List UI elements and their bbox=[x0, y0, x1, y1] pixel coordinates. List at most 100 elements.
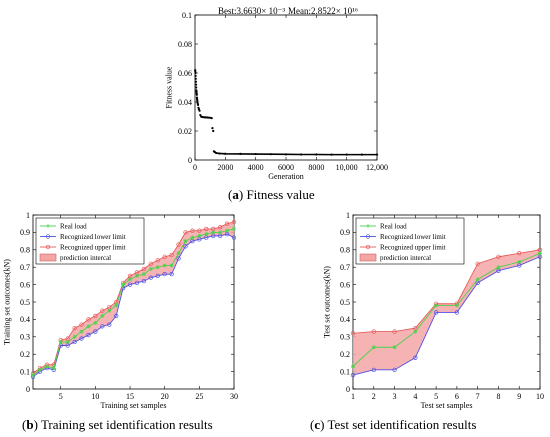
training-real-load-marker bbox=[197, 233, 202, 238]
training-real-load-marker bbox=[114, 303, 119, 308]
training-x-tick-label: 10 bbox=[91, 392, 99, 401]
training-real-load-marker bbox=[183, 239, 188, 244]
training-real-load-marker bbox=[128, 277, 133, 282]
training-real-load-marker bbox=[155, 265, 160, 270]
test-legend-label: Recognized upper limit bbox=[380, 244, 446, 252]
test-recognized-lower-limit-marker bbox=[454, 310, 460, 315]
test-recognized-lower-limit-line bbox=[352, 256, 541, 376]
fitness-x-tick-label: 2000 bbox=[217, 163, 233, 172]
caption-c: (c) Test set identification results bbox=[310, 417, 476, 433]
training-recognized-upper-limit-marker bbox=[155, 258, 160, 263]
test-legend-label: Recognized lower limit bbox=[380, 233, 446, 241]
test-x-tick-label: 4 bbox=[413, 392, 417, 401]
test-legend-band-swatch bbox=[359, 253, 377, 262]
training-y-tick-label: 0.7 bbox=[20, 263, 30, 272]
training-y-tick-label: 0.4 bbox=[20, 315, 30, 324]
test-real-load-marker bbox=[454, 303, 459, 308]
test-recognized-upper-limit-marker bbox=[350, 331, 356, 336]
test-y-tick-label: 1 bbox=[346, 211, 350, 220]
training-real-load-marker bbox=[37, 367, 42, 372]
training-real-load-marker bbox=[79, 329, 84, 334]
training-real-load-marker bbox=[65, 340, 70, 345]
test-y-tick-label: 0.4 bbox=[340, 315, 350, 324]
fitness-title-mean: Mean:2.8522× 10¹⁶ bbox=[288, 6, 358, 16]
training-recognized-upper-limit-marker bbox=[183, 230, 188, 235]
fitness-point bbox=[194, 74, 197, 77]
training-y-tick-label: 0.1 bbox=[20, 367, 30, 376]
training-recognized-upper-limit-marker bbox=[148, 261, 153, 266]
fitness-x-tick-label: 8000 bbox=[308, 163, 324, 172]
test-x-tick-label: 9 bbox=[517, 392, 521, 401]
training-y-tick-label: 0 bbox=[26, 385, 30, 394]
test-real-load-marker bbox=[496, 265, 501, 270]
test-recognized-lower-limit-marker bbox=[350, 372, 356, 378]
fitness-point bbox=[194, 77, 197, 80]
caption-b-label: (b) bbox=[22, 417, 38, 432]
test-recognized-lower-limit-marker bbox=[413, 355, 418, 360]
test-recognized-upper-limit-marker bbox=[392, 329, 397, 334]
training-real-load-marker bbox=[169, 263, 174, 268]
fitness-y-tick-label: 0.04 bbox=[178, 98, 192, 107]
training-real-load-marker bbox=[134, 273, 139, 278]
training-recognized-upper-limit-marker bbox=[204, 226, 209, 232]
training-recognized-upper-limit-marker bbox=[169, 252, 174, 258]
test-recognized-upper-limit-marker bbox=[517, 251, 522, 256]
test-x-tick-label: 5 bbox=[434, 392, 438, 401]
fitness-y-axis-label: Fitness value bbox=[164, 66, 173, 108]
training-real-load-marker bbox=[100, 313, 105, 318]
training-legend-marker bbox=[45, 244, 51, 250]
test-y-tick-label: 0.5 bbox=[340, 298, 350, 307]
training-recognized-lower-limit-line bbox=[32, 233, 235, 378]
training-recognized-lower-limit-marker bbox=[148, 275, 153, 280]
test-x-tick-label: 7 bbox=[476, 392, 480, 401]
training-real-load-marker bbox=[211, 230, 216, 235]
training-recognized-upper-limit-marker bbox=[224, 221, 230, 226]
test-real-load-marker bbox=[475, 277, 480, 282]
training-x-tick-label: 25 bbox=[195, 392, 203, 401]
training-y-tick-label: 0.3 bbox=[20, 333, 30, 342]
training-recognized-upper-limit-marker bbox=[217, 225, 223, 230]
test-legend-label: prediction intercal bbox=[380, 254, 431, 262]
test-real-load-marker bbox=[413, 329, 418, 334]
training-recognized-lower-limit-marker bbox=[114, 313, 119, 319]
test-x-tick-label: 6 bbox=[455, 392, 459, 401]
training-legend-marker bbox=[45, 234, 51, 239]
test-recognized-upper-limit-marker bbox=[496, 254, 501, 259]
training-real-load-marker bbox=[107, 308, 112, 313]
test-x-tick-label: 2 bbox=[372, 392, 376, 401]
fitness-title-best: Best:3.6630× 10⁻³ bbox=[218, 6, 285, 16]
training-real-load-marker bbox=[204, 232, 209, 237]
caption-b: (b) Training set identification results bbox=[22, 417, 213, 433]
training-y-tick-label: 0.8 bbox=[20, 246, 30, 255]
training-recognized-upper-limit-marker bbox=[197, 228, 202, 233]
fitness-chart: Best:3.6630× 10⁻³ Mean:2.8522× 10¹⁶ 0 200… bbox=[164, 6, 388, 181]
training-y-tick-label: 0.6 bbox=[20, 280, 30, 289]
fitness-y-tick-label: 0.06 bbox=[178, 69, 192, 78]
training-y-tick-label: 0.2 bbox=[20, 350, 30, 359]
training-y-tick-label: 0.5 bbox=[20, 298, 30, 307]
training-recognized-lower-limit-marker bbox=[155, 273, 160, 279]
training-recognized-upper-limit-marker bbox=[162, 254, 167, 259]
test-legend-marker bbox=[365, 234, 371, 239]
training-legend-label: Recognized upper limit bbox=[60, 244, 126, 252]
fitness-x-tick-label: 4000 bbox=[248, 163, 264, 172]
test-real-load-marker bbox=[517, 259, 522, 264]
test-legend-marker bbox=[365, 244, 371, 250]
training-recognized-upper-limit-marker bbox=[93, 313, 98, 319]
caption-a-text: Fitness value bbox=[246, 187, 315, 202]
test-recognized-upper-limit-marker bbox=[475, 261, 480, 266]
test-y-tick-label: 0 bbox=[346, 385, 350, 394]
training-recognized-upper-limit-line bbox=[32, 221, 235, 374]
training-real-load-marker bbox=[86, 324, 91, 329]
caption-c-text: Test set identification results bbox=[327, 417, 477, 432]
training-recognized-upper-limit-marker bbox=[86, 317, 91, 322]
training-recognized-upper-limit-marker bbox=[79, 322, 84, 327]
training-recognized-lower-limit-marker bbox=[162, 272, 167, 277]
test-y-tick-label: 0.8 bbox=[340, 246, 350, 255]
training-real-load-marker bbox=[225, 228, 230, 233]
training-real-load-marker bbox=[218, 230, 223, 235]
test-real-load-marker bbox=[538, 251, 542, 256]
test-x-tick-label: 8 bbox=[496, 392, 500, 401]
test-x-tick-label: 3 bbox=[393, 392, 397, 401]
training-real-load-marker bbox=[58, 340, 63, 345]
